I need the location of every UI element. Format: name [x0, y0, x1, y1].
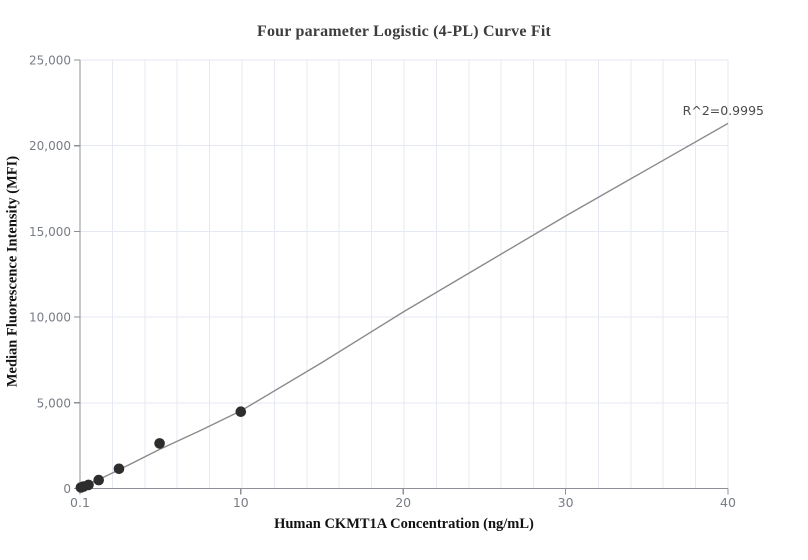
x-gridlines [79, 60, 729, 489]
y-tick-label: 5,000 [37, 396, 71, 410]
x-tick-label: 30 [558, 495, 574, 510]
y-tick-label: 15,000 [29, 225, 71, 239]
data-point [154, 438, 165, 449]
y-tick-label: 20,000 [29, 139, 71, 153]
x-axis-label: Human CKMT1A Concentration (ng/mL) [274, 516, 534, 532]
data-points [75, 406, 247, 493]
x-tick-label: 20 [395, 495, 411, 510]
data-point [83, 479, 94, 491]
y-tick-label: 10,000 [29, 311, 71, 325]
x-tick-labels: 0.1 10 20 30 40 [70, 495, 736, 510]
y-tick-label: 25,000 [29, 54, 71, 68]
data-point [93, 474, 104, 486]
y-tick-label: 0 [63, 482, 71, 496]
y-tick-labels: 0 5,000 10,000 15,000 20,000 25,000 [29, 54, 71, 497]
r-squared-annotation: R^2=0.9995 [682, 103, 764, 118]
x-tick-label: 10 [233, 495, 249, 510]
chart-title: Four parameter Logistic (4-PL) Curve Fit [256, 23, 551, 40]
x-tick-label: 0.1 [70, 495, 90, 510]
y-axis-label: Median Fluorescence Intensity (MFI) [4, 155, 21, 388]
data-point [235, 406, 247, 418]
axes [74, 59, 729, 495]
x-tick-label: 40 [720, 495, 736, 510]
data-point [113, 463, 125, 475]
